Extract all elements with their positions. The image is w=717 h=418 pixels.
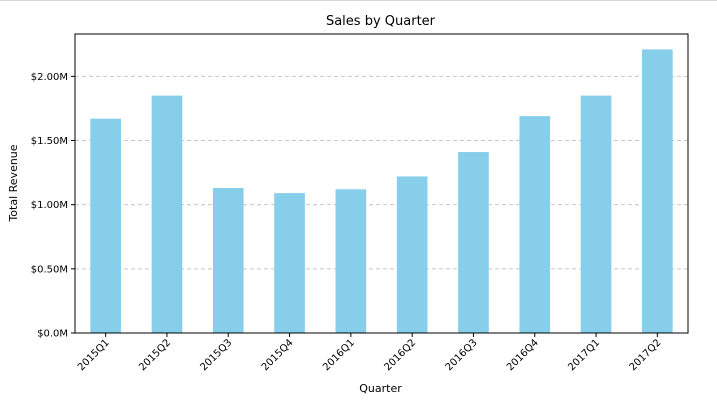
bar-2016Q3: [458, 152, 489, 333]
plot-frame: [74, 33, 689, 334]
y-tick-label: $0.50M: [31, 264, 68, 275]
x-tick-label: 2015Q1: [76, 337, 112, 373]
x-tick-label: 2017Q1: [566, 337, 602, 373]
x-tick-label: 2016Q4: [505, 337, 541, 373]
bar-2015Q2: [151, 95, 183, 334]
y-tick-label: $1.50M: [31, 136, 68, 147]
bar-2017Q1: [580, 95, 612, 334]
x-tick-label: 2016Q1: [321, 337, 357, 373]
y-axis-label: Total Revenue: [7, 144, 20, 222]
y-tick-label: $0.0M: [37, 329, 68, 340]
y-axis-ticks: $0.0M $0.50M $1.00M $1.50M $2.00M: [31, 72, 75, 340]
x-tick-label: 2015Q3: [199, 337, 235, 373]
chart-title: Sales by Quarter: [326, 14, 436, 29]
bar-2016Q2: [396, 176, 428, 333]
bar-2016Q1: [335, 189, 367, 333]
x-tick-label: 2017Q2: [628, 337, 664, 373]
bar-2015Q3: [212, 187, 244, 333]
top-divider: [0, 0, 717, 1]
y-tick-label: $1.00M: [31, 200, 68, 211]
bar-2017Q2: [642, 49, 673, 334]
bar-2015Q4: [274, 193, 305, 333]
bar-2015Q1: [90, 118, 121, 333]
bars: [90, 49, 673, 334]
x-axis-label: Quarter: [359, 382, 402, 395]
x-tick-label: 2016Q2: [382, 337, 418, 373]
x-tick-label: 2016Q3: [444, 337, 480, 373]
x-tick-label: 2015Q2: [137, 337, 173, 373]
x-axis-ticks: 2015Q1 2015Q2 2015Q3 2015Q4 2016Q1 2016Q2 2016…: [76, 333, 664, 373]
y-tick-label: $2.00M: [31, 72, 68, 83]
bar-2016Q4: [519, 116, 551, 333]
x-tick-label: 2015Q4: [260, 337, 296, 373]
